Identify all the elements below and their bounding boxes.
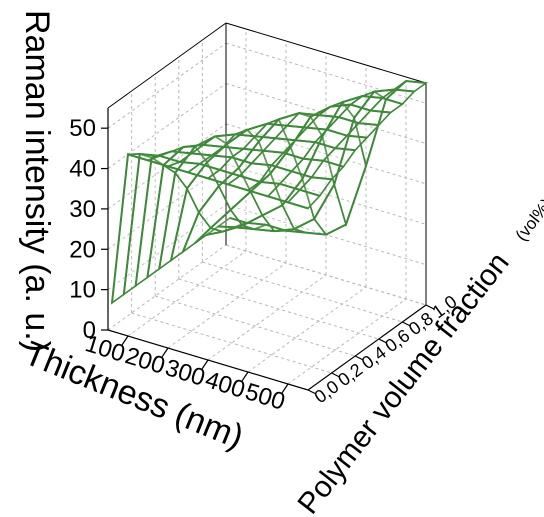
x-tick-mark (201, 359, 209, 370)
surface-row-line (170, 122, 368, 261)
grid-line (178, 278, 379, 340)
y-axis-unit: (vol%) (512, 195, 544, 245)
grid-line (287, 298, 407, 385)
y-tick-mark (331, 372, 340, 378)
z-tick-label: 10 (69, 277, 96, 304)
surface-row-line (122, 152, 321, 295)
z-tick-label: 50 (69, 115, 96, 142)
y-tick-mark (354, 355, 364, 361)
grid-line (107, 204, 227, 291)
x-tick-mark (241, 371, 249, 382)
y-axis-line (307, 304, 427, 391)
grid-line (247, 286, 367, 373)
surface-row-line (193, 103, 391, 245)
x-tick-label: 400 (202, 366, 248, 404)
axes-layer (107, 22, 427, 391)
z-axis-title: Raman intensity (a. u.) (18, 10, 56, 352)
back-edge-line (107, 22, 227, 109)
y-tick-label: 0,2 (334, 359, 366, 390)
x-tick-label: 500 (242, 378, 288, 416)
grid-line (127, 250, 247, 337)
y-tick-mark (402, 321, 411, 327)
grid-line (207, 274, 327, 361)
x-tick-mark (161, 347, 169, 358)
z-tick-label: 30 (69, 196, 96, 223)
grid-line (131, 312, 332, 374)
y-tick-mark (378, 338, 388, 344)
grid-line (107, 42, 227, 129)
surface-row-line (134, 150, 332, 287)
y-tick-mark (425, 304, 435, 310)
surface-row-line (158, 133, 356, 270)
surface-row-line (111, 153, 309, 304)
x-tick-mark (281, 383, 289, 394)
surface-row-line (181, 112, 379, 253)
grid-line (155, 295, 356, 357)
back-edge-line (225, 22, 427, 84)
y-tick-label: 0,0 (311, 376, 343, 407)
grid-line (107, 244, 227, 331)
z-tick-label: 20 (69, 236, 96, 263)
surface-row-line (218, 88, 415, 233)
z-tick-label: 0 (83, 317, 96, 344)
grid-line (167, 262, 287, 349)
surface-row-line (229, 79, 427, 236)
surface-layer (111, 79, 429, 305)
x-tick-mark (121, 335, 129, 346)
surface-row-line (146, 143, 344, 278)
z-tick-label: 40 (69, 156, 96, 183)
grid-line (225, 83, 427, 145)
y-tick-mark (307, 389, 317, 395)
y-tick-label: 0,4 (358, 342, 390, 373)
x-tick-label: 300 (162, 354, 208, 392)
